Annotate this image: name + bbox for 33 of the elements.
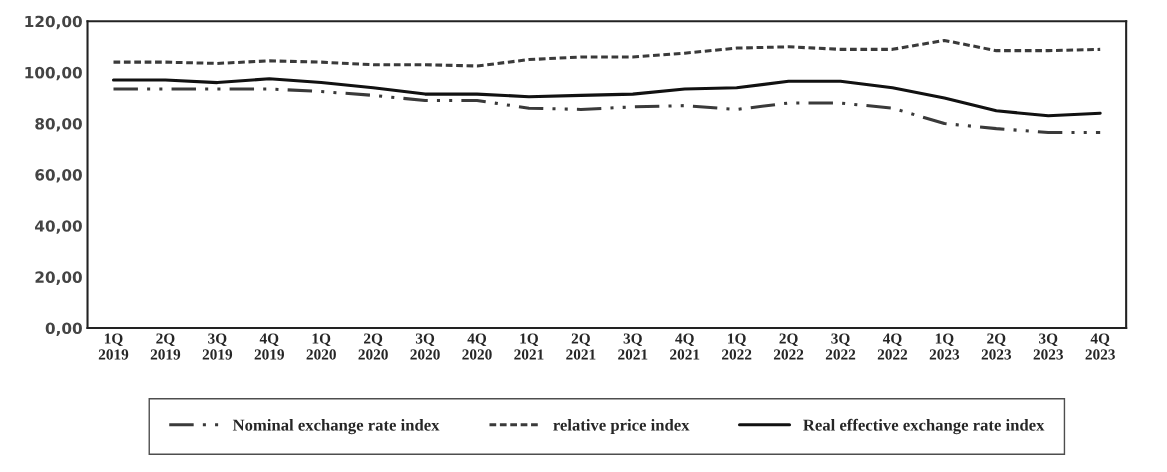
x-tick-label: 3Q 2019: [202, 333, 233, 360]
y-tick-label: 120,00: [25, 15, 82, 30]
x-tick-label: 4Q 2021: [670, 333, 700, 360]
y-tick-label: 100,00: [25, 66, 82, 81]
y-tick-label: 20,00: [35, 271, 82, 285]
x-tick-label: 4Q 2023: [1085, 333, 1115, 360]
x-tick-label: 3Q 2021: [618, 333, 648, 360]
x-tick-label: 4Q 2019: [254, 333, 285, 360]
x-tick-label: 1Q 2019: [98, 333, 129, 360]
x-tick-label: 1Q 2022: [722, 333, 752, 360]
legend-label: Real effective exchange rate index: [803, 418, 1045, 435]
x-tick-label: 1Q 2023: [929, 333, 960, 360]
y-tick-label: 60,00: [35, 169, 82, 183]
legend-label: Nominal exchange rate index: [232, 418, 440, 435]
x-tick-label: 2Q 2022: [773, 333, 804, 360]
line-series: [111, 38, 1102, 68]
x-tick-label: 2Q 2019: [150, 333, 181, 360]
legend-label: relative price index: [553, 418, 690, 435]
x-tick-label: 3Q 2022: [825, 333, 856, 360]
line-series: [111, 87, 1102, 134]
x-tick-label: 2Q 2021: [566, 333, 596, 360]
x-tick-label: 1Q 2021: [514, 333, 544, 360]
y-tick-label: 40,00: [35, 220, 82, 234]
y-tick-label: 0,00: [45, 322, 82, 337]
x-tick-label: 3Q 2023: [1033, 333, 1064, 360]
x-tick-label: 4Q 2020: [462, 333, 492, 360]
x-tick-label: 2Q 2023: [981, 333, 1012, 360]
x-tick-label: 2Q 2020: [358, 333, 388, 360]
x-tick-label: 3Q 2020: [410, 333, 440, 360]
y-tick-label: 80,00: [35, 117, 82, 132]
x-tick-label: 4Q 2022: [877, 333, 908, 360]
line-series: [111, 77, 1102, 118]
x-tick-label: 1Q 2020: [306, 333, 336, 360]
